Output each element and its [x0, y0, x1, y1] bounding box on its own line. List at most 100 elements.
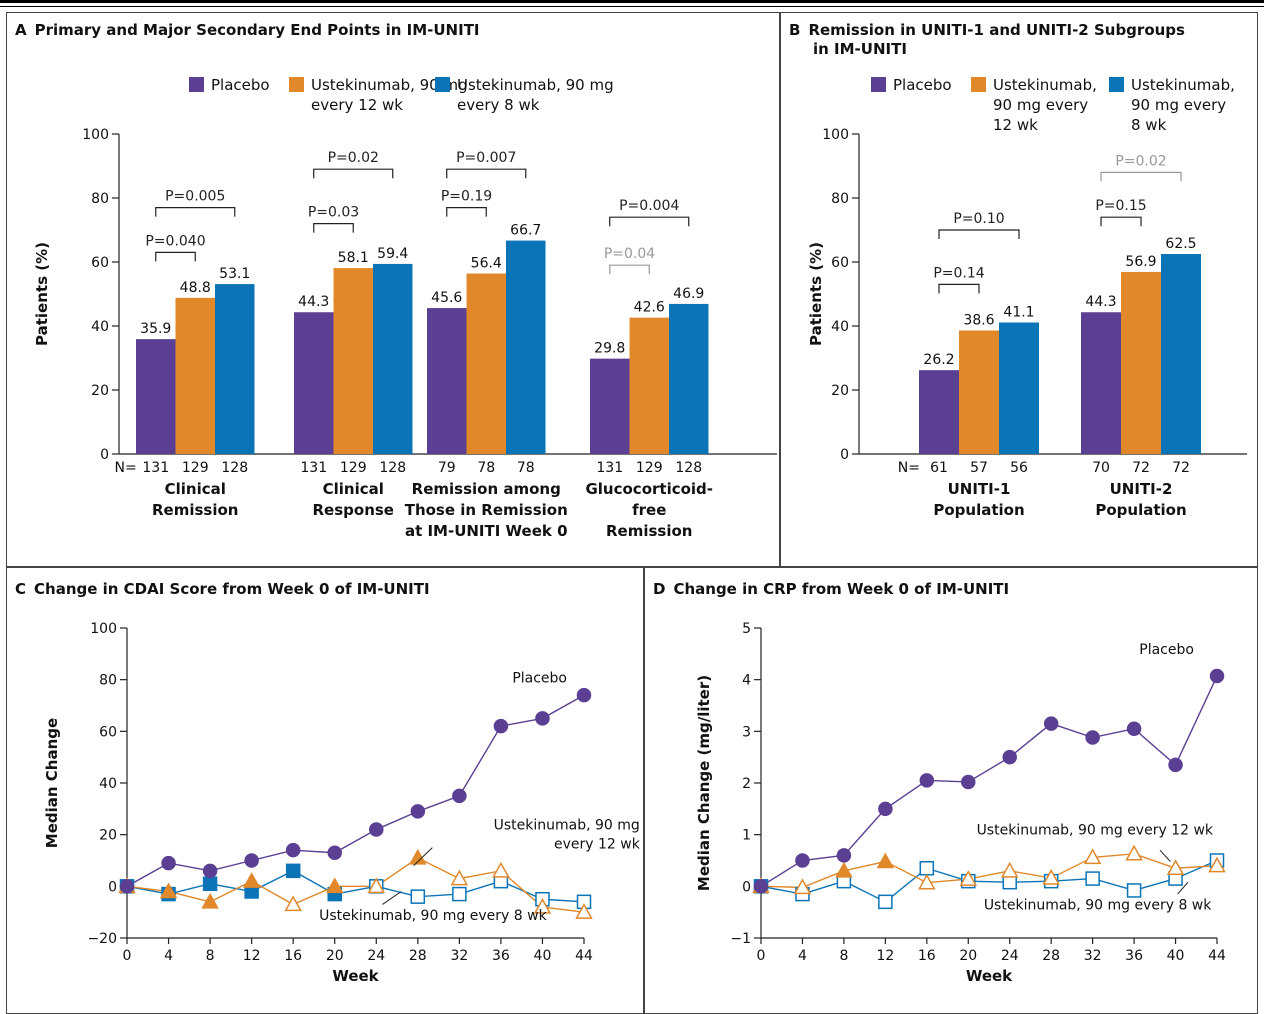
y-axis-label: Median Change (mg/liter) [695, 675, 713, 891]
x-tick-label: 40 [1167, 948, 1185, 964]
n-label: 129 [340, 460, 367, 476]
data-point-circle [576, 687, 592, 703]
data-point-square [202, 876, 218, 891]
data-point-triangle [959, 870, 978, 886]
top-rule-thick [0, 0, 1264, 3]
data-point-circle [452, 788, 467, 804]
y-tick-label: 5 [742, 621, 751, 637]
panel-a-title: A Primary and Major Secondary End Points … [15, 21, 480, 40]
x-tick-label: 28 [1042, 948, 1060, 964]
data-point-square [1002, 874, 1017, 890]
group-label: UNITI-2 [1110, 480, 1173, 498]
legend-label-placebo: Placebo [893, 76, 952, 94]
bar-q12 [333, 268, 373, 454]
series-line-q12 [760, 853, 1218, 889]
data-point-triangle [325, 877, 344, 894]
legend-label-q12: 90 mg every [993, 96, 1088, 114]
legend-label-q12: every 12 wk [311, 96, 403, 114]
data-point-square [919, 861, 935, 876]
panel-d-letter: D [653, 580, 666, 598]
y-tick-label: 60 [91, 255, 109, 271]
data-point-square [878, 894, 893, 910]
bar-placebo [294, 312, 334, 454]
n-label: 128 [379, 460, 406, 476]
panel-c: C Change in CDAI Score from Week 0 of IM-… [6, 567, 644, 1014]
panel-c-title: C Change in CDAI Score from Week 0 of IM-… [15, 580, 430, 599]
series-annotation: Ustekinumab, 90 mg every 8 wk [984, 898, 1212, 914]
annotation-leader-line [1177, 881, 1189, 895]
data-point-circle [410, 804, 426, 819]
pvalue-bracket [446, 207, 487, 217]
pvalue-label: P=0.02 [328, 150, 379, 166]
y-tick-label: 0 [840, 447, 849, 463]
bar-q12 [629, 317, 669, 454]
bar-placebo [136, 339, 176, 454]
panel-c-title-text: Change in CDAI Score from Week 0 of IM-U… [34, 580, 430, 598]
data-point-triangle [793, 878, 812, 895]
group-label: Remission [606, 522, 692, 540]
data-point-triangle [835, 861, 853, 878]
chart-b: Placebo Ustekinumab, 90 mg every 12 wk Ustek… [807, 76, 1247, 519]
group-label: Glucocorticoid- [585, 480, 713, 498]
x-tick-label: 28 [409, 948, 427, 964]
bar-value-label: 26.2 [923, 352, 954, 368]
n-label: 131 [142, 460, 169, 476]
y-tick-label: 40 [99, 776, 117, 792]
n-label: 56 [1010, 460, 1028, 476]
bar-value-label: 46.9 [673, 286, 704, 302]
panel-b-title-line-1: B Remission in UNITI-1 and UNITI-2 Subgro… [789, 21, 1185, 40]
data-point-circle [836, 848, 852, 863]
data-point-triangle [1125, 844, 1143, 861]
bar-q12 [1121, 271, 1161, 454]
x-tick-label: 20 [959, 948, 977, 964]
bar-q8 [373, 263, 413, 454]
group-label: Clinical [323, 480, 384, 498]
y-tick-label: 40 [91, 319, 109, 335]
pvalue-label: P=0.02 [1115, 153, 1166, 169]
y-tick-label: −1 [730, 931, 751, 947]
y-axis-label: Patients (%) [807, 242, 825, 346]
group-label: Remission among [412, 480, 561, 498]
panel-d-title: D Change in CRP from Week 0 of IM-UNITI [653, 580, 1009, 599]
series-line-placebo [126, 694, 585, 887]
n-label: 131 [300, 460, 327, 476]
top-rule-thin [0, 6, 1264, 7]
data-point-square [452, 886, 467, 902]
data-point-circle [535, 711, 550, 726]
group-label: Remission [152, 501, 238, 519]
bar-value-label: 58.1 [338, 250, 369, 266]
x-tick-label: 32 [1084, 948, 1102, 964]
n-label: 128 [221, 460, 248, 476]
bar-value-label: 29.8 [594, 341, 625, 357]
bar-placebo [427, 308, 467, 454]
data-point-circle [961, 774, 976, 790]
panel-b: B Remission in UNITI-1 and UNITI-2 Subgro… [780, 12, 1258, 567]
pvalue-label: P=0.007 [456, 150, 516, 166]
x-tick-label: 24 [1001, 948, 1019, 964]
group-label: Population [1095, 501, 1186, 519]
legend-swatch-q8 [435, 77, 450, 92]
panel-b-title-text-1: Remission in UNITI-1 and UNITI-2 Subgrou… [808, 21, 1185, 39]
y-tick-label: 20 [91, 383, 109, 399]
n-label: 129 [636, 460, 663, 476]
panel-d: D Change in CRP from Week 0 of IM-UNITI −… [644, 567, 1258, 1014]
group-label: Those in Remission [405, 501, 568, 519]
data-point-circle [1126, 721, 1142, 736]
data-point-circle [753, 879, 769, 894]
panel-b-letter: B [789, 21, 801, 39]
y-tick-label: 60 [831, 255, 849, 271]
x-tick-label: 20 [326, 948, 344, 964]
data-point-square [1126, 883, 1142, 898]
series-line-q8 [760, 859, 1218, 903]
y-tick-label: 4 [742, 673, 751, 689]
data-point-circle [369, 822, 384, 837]
data-point-circle [1085, 730, 1100, 745]
y-tick-label: 100 [822, 127, 849, 143]
x-tick-label: 36 [492, 948, 510, 964]
pvalue-bracket [446, 168, 527, 179]
bar-q8 [999, 322, 1039, 454]
bar-placebo [1081, 312, 1121, 454]
pvalue-label: P=0.040 [145, 233, 205, 249]
legend-swatch-placebo [189, 77, 204, 92]
y-tick-label: −20 [87, 931, 117, 947]
